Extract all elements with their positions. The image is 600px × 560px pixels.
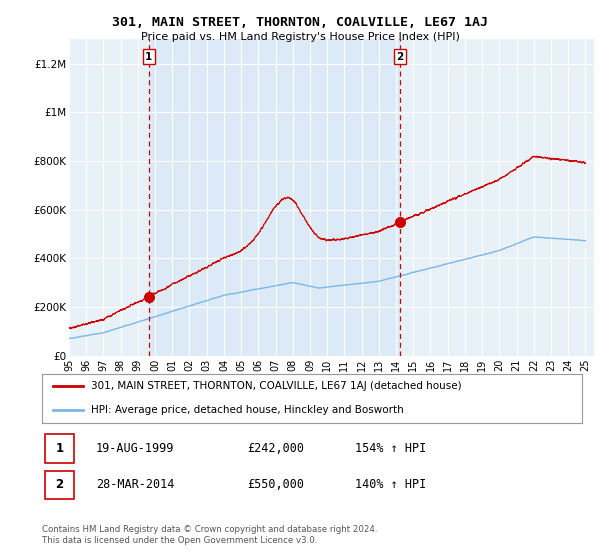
Text: HPI: Average price, detached house, Hinckley and Bosworth: HPI: Average price, detached house, Hinc…: [91, 405, 403, 415]
Text: Contains HM Land Registry data © Crown copyright and database right 2024.
This d: Contains HM Land Registry data © Crown c…: [42, 525, 377, 545]
Text: 19-AUG-1999: 19-AUG-1999: [96, 442, 175, 455]
Text: Price paid vs. HM Land Registry's House Price Index (HPI): Price paid vs. HM Land Registry's House …: [140, 32, 460, 43]
Bar: [149, 39, 400, 356]
Text: £242,000: £242,000: [247, 442, 304, 455]
Text: 301, MAIN STREET, THORNTON, COALVILLE, LE67 1AJ: 301, MAIN STREET, THORNTON, COALVILLE, L…: [112, 16, 488, 29]
Text: 2: 2: [55, 478, 64, 491]
Text: 301, MAIN STREET, THORNTON, COALVILLE, LE67 1AJ (detached house): 301, MAIN STREET, THORNTON, COALVILLE, L…: [91, 381, 461, 391]
Text: 140% ↑ HPI: 140% ↑ HPI: [355, 478, 427, 491]
Text: £550,000: £550,000: [247, 478, 304, 491]
Text: 154% ↑ HPI: 154% ↑ HPI: [355, 442, 427, 455]
Text: 28-MAR-2014: 28-MAR-2014: [96, 478, 175, 491]
FancyBboxPatch shape: [45, 470, 74, 500]
Text: 1: 1: [145, 52, 152, 62]
FancyBboxPatch shape: [45, 434, 74, 463]
Text: 1: 1: [55, 442, 64, 455]
Text: 2: 2: [397, 52, 404, 62]
